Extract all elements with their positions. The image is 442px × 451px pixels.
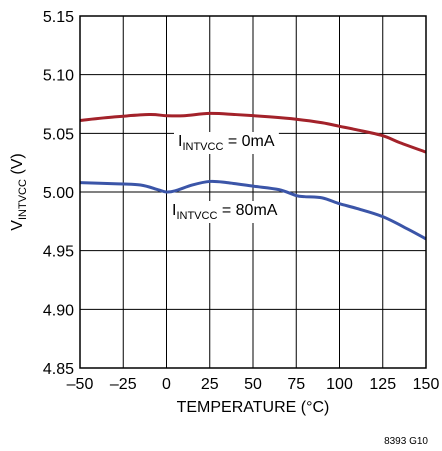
annotation-0mA: IINTVCC = 0mA (174, 132, 279, 154)
y-tick-label: 5.10 (43, 68, 74, 85)
svg-text:IINTVCC = 0mA: IINTVCC = 0mA (178, 133, 275, 153)
y-tick-label: 5.00 (43, 185, 74, 202)
plot-frame (79, 15, 427, 369)
x-axis-label: TEMPERATURE (°C) (177, 399, 330, 416)
annotation-0mA-sub: INTVCC (182, 141, 223, 153)
y-tick-label: 4.90 (43, 302, 74, 319)
svg-text:IINTVCC = 80mA: IINTVCC = 80mA (172, 202, 278, 222)
x-tick-label: 50 (244, 376, 262, 393)
y-tick-label: 4.95 (43, 244, 74, 261)
x-tick-label: –50 (67, 376, 94, 393)
annotation-80mA-sub: INTVCC (176, 210, 217, 222)
annotation-0mA-main: I (178, 133, 182, 150)
y-axis-label-suffix: (V) (9, 153, 26, 179)
y-tick-label: 5.15 (43, 9, 74, 26)
x-tick-label: 25 (201, 376, 219, 393)
x-tick-label: –25 (110, 376, 137, 393)
grid (79, 15, 427, 369)
y-tick-label: 5.05 (43, 126, 74, 143)
y-axis-label-sub: INTVCC (17, 179, 29, 220)
annotation-80mA-suffix: = 80mA (217, 202, 277, 219)
series-0mA-line (79, 111, 427, 154)
x-tick-label: 0 (162, 376, 171, 393)
series-layer (79, 111, 427, 241)
x-tick-label: 125 (369, 376, 396, 393)
x-tick-label: 75 (287, 376, 305, 393)
tick-labels: –50 –25 0 25 50 75 100 125 150 4.85 4.90 4.95 5.00 5.… (43, 9, 440, 393)
annotation-80mA: IINTVCC = 80mA (168, 201, 282, 223)
series-80mA-line (79, 179, 427, 241)
annotation-0mA-suffix: = 0mA (223, 133, 274, 150)
y-axis-label: VINTVCC (V) (9, 153, 29, 230)
y-axis-label-main: V (9, 220, 26, 231)
figure-code: 8393 G10 (384, 436, 428, 447)
y-tick-label: 4.85 (43, 361, 74, 378)
x-tick-label: 100 (326, 376, 353, 393)
annotation-80mA-main: I (172, 202, 176, 219)
x-tick-label: 150 (413, 376, 440, 393)
